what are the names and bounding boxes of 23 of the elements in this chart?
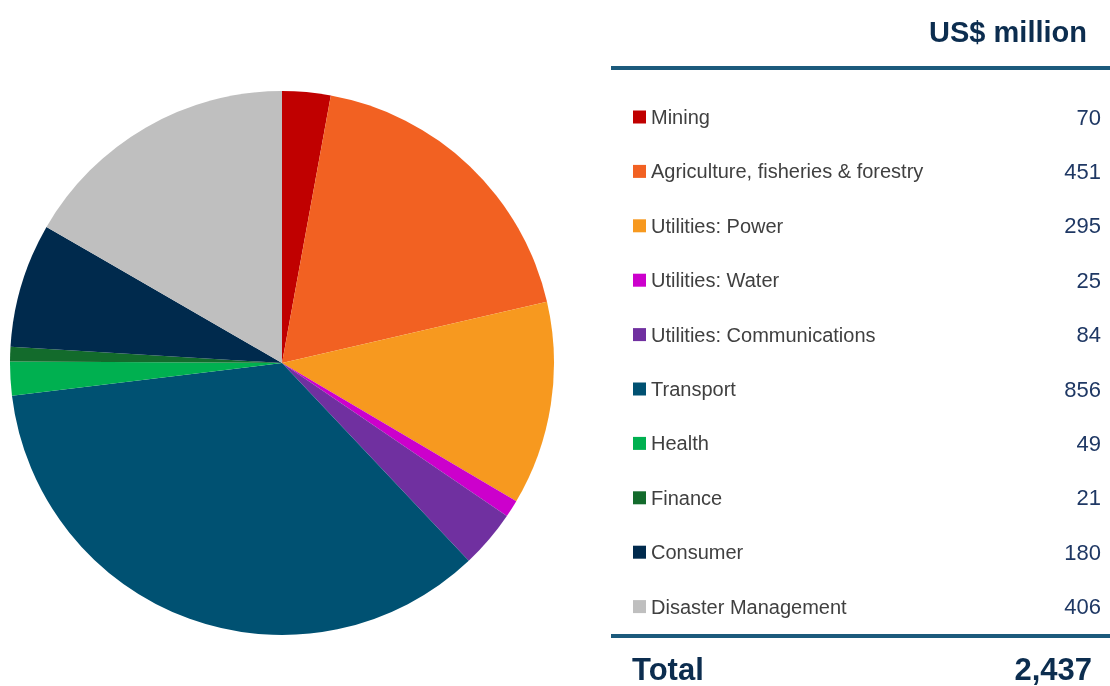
data-label: 25 xyxy=(1076,267,1101,293)
legend-label: Utilities: Communications xyxy=(651,323,876,346)
data-label: 49 xyxy=(1076,430,1101,456)
data-label: 856 xyxy=(1064,376,1101,402)
legend-label: Health xyxy=(651,432,709,455)
data-label: 84 xyxy=(1076,322,1101,348)
data-label: 451 xyxy=(1064,158,1101,184)
data-label: 70 xyxy=(1076,104,1101,130)
legend-label: Disaster Management xyxy=(651,595,848,618)
legend-label: Mining xyxy=(651,106,710,128)
legend-label: Finance xyxy=(651,486,723,509)
data-label: 295 xyxy=(1064,213,1101,239)
text: 2,437 xyxy=(1014,652,1092,686)
legend-label: Consumer xyxy=(651,541,744,564)
legend-label: Agriculture, fisheries & forestry xyxy=(651,160,924,183)
text: Total xyxy=(632,652,704,686)
legend-label: Utilities: Power xyxy=(651,214,784,237)
chart-title: US$ million xyxy=(929,15,1088,48)
legend-label: Utilities: Water xyxy=(651,269,780,292)
data-label: 21 xyxy=(1076,485,1101,511)
data-label: 406 xyxy=(1064,594,1101,620)
legend-label: Transport xyxy=(651,378,737,400)
data-label: 180 xyxy=(1064,539,1101,565)
